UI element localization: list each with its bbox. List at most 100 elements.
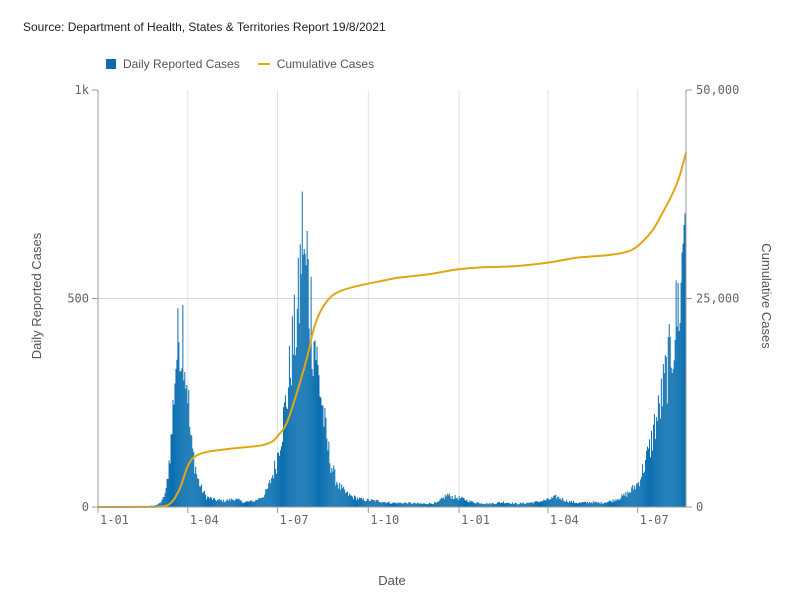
daily-bar [181,368,183,507]
y-right-tick-label: 50,000 [696,83,739,97]
daily-bar [534,501,536,507]
daily-bar [259,498,261,507]
daily-bar [386,502,388,507]
daily-bar [411,503,413,507]
daily-bar [518,504,520,507]
daily-bar [492,503,494,507]
daily-bar [270,483,272,507]
daily-bar [248,501,250,507]
daily-bar [524,503,526,507]
daily-bar [208,496,210,507]
daily-bar [235,498,237,507]
daily-bar [227,500,229,507]
daily-bar [537,502,539,507]
daily-bar [346,492,348,507]
daily-bar [440,497,442,507]
daily-bar [381,502,383,507]
daily-bar [473,502,475,507]
daily-bar [398,503,400,507]
daily-bar [407,503,409,507]
daily-bar [339,482,341,507]
daily-bar [354,495,356,507]
daily-bar [232,499,234,507]
daily-bar [302,254,304,507]
daily-bar [360,497,362,507]
daily-bar [439,499,441,507]
daily-bar [563,500,565,507]
daily-bar [180,371,182,507]
daily-bar [654,438,656,507]
daily-bar [225,500,227,507]
daily-bar [495,503,497,507]
daily-bar [628,493,630,507]
daily-bar [413,502,415,507]
daily-bar [328,441,330,507]
daily-bar [363,500,365,507]
daily-bar [317,364,319,507]
daily-bar [416,503,418,507]
daily-bar [184,372,186,507]
daily-bar [528,502,530,507]
daily-bar [233,500,235,507]
daily-bar [191,435,193,507]
daily-bar [414,502,416,507]
daily-bar [621,494,623,507]
daily-bar [556,498,558,507]
daily-bar [676,326,678,507]
x-tick-label: 1-01 [461,513,490,527]
legend-item-cumulative[interactable]: Cumulative Cases [257,57,374,71]
daily-bar [415,503,417,507]
daily-bar [632,484,634,507]
daily-bar [422,503,424,507]
daily-bar [318,375,320,507]
legend-item-daily[interactable]: Daily Reported Cases [106,57,240,71]
daily-bar [276,473,278,507]
daily-bar [624,495,626,507]
daily-bar [551,497,553,507]
daily-bar [193,451,195,507]
daily-bar [213,497,215,507]
daily-bar [599,503,601,507]
daily-bar [222,499,224,507]
daily-bar [585,502,587,507]
daily-bar [645,459,647,507]
daily-bar [581,502,583,507]
x-axis-title: Date [378,573,405,588]
daily-bar [463,498,465,507]
daily-bar [557,496,559,507]
daily-bar [168,460,170,507]
daily-bar [208,498,210,507]
daily-bar [220,499,222,507]
daily-bar [465,500,467,507]
daily-bar [488,503,490,507]
daily-bar [496,503,498,507]
daily-bar [327,450,329,507]
daily-bar [539,502,541,507]
daily-bar [649,457,651,507]
daily-bar [434,502,436,507]
daily-bar [250,500,252,507]
daily-bar [336,481,338,507]
daily-bar [593,502,595,507]
daily-bar [400,502,402,507]
daily-bar [435,502,437,507]
daily-bar [352,496,354,507]
daily-bar [523,503,525,507]
daily-bar [469,500,471,507]
y-right-axis-title: Cumulative Cases [759,243,774,349]
daily-bar [170,434,172,507]
daily-bar [455,498,457,507]
daily-bar [493,503,495,507]
daily-bar [175,368,177,507]
daily-bar [684,213,686,508]
daily-bar [549,499,551,507]
daily-bar [553,495,555,507]
daily-bar [263,497,265,507]
daily-bar [292,354,294,507]
daily-bar [669,337,671,507]
daily-bar [417,502,419,507]
daily-bar [287,387,289,507]
daily-bar [253,500,255,507]
daily-bar [646,450,648,507]
daily-bar [451,495,453,507]
